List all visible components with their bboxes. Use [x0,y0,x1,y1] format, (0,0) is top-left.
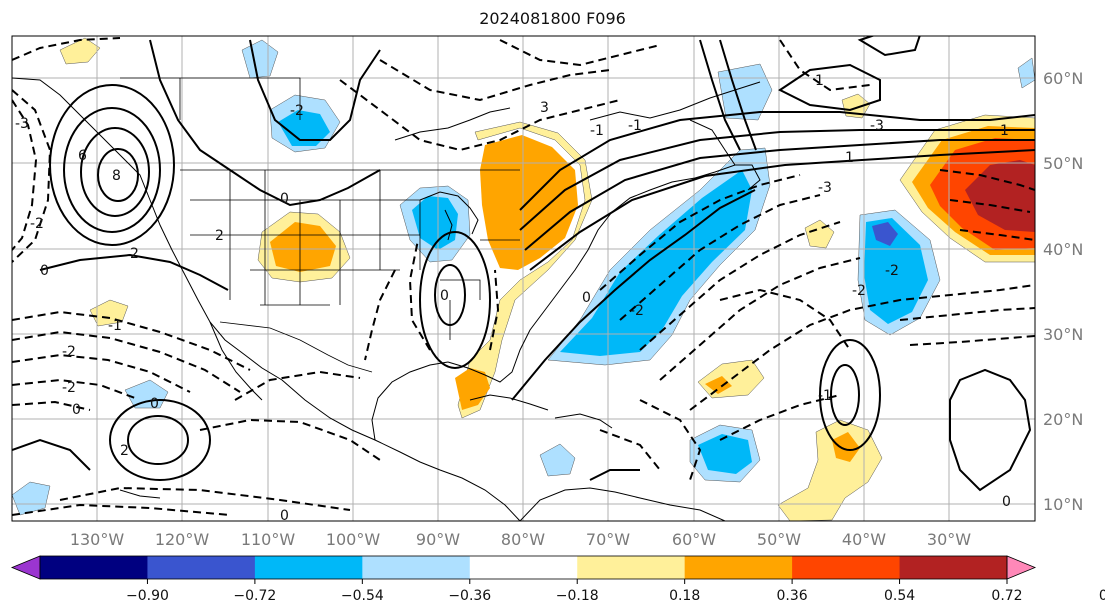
lat-tick-label: 10°N [1043,495,1083,514]
contour-label: -3 [15,116,29,132]
field-orange-gulf [455,368,490,410]
contour-label: -2 [30,216,44,232]
colorbar-tick-label: 0.90 [1099,588,1105,604]
field-blue-nw-canada [278,110,330,146]
colorbar-frame [39,555,1008,580]
contour-label: 3 [540,100,549,116]
shaded-fields [12,37,1035,521]
field-cold-ne-corner [1017,57,1035,89]
field-orange-patch-5 [705,376,732,394]
colorbar-bin [362,556,471,579]
lon-tick-label: 90°W [416,530,460,549]
lon-tick-labels: 130°W 120°W 110°W 100°W 90°W 80°W 70°W 6… [70,530,971,549]
colorbar-bin [792,556,901,579]
field-cold-caribbean-2 [539,443,576,477]
lon-tick-label: 110°W [241,530,296,549]
field-blue-great-lakes [412,196,458,250]
field-blue-central-atlantic [864,218,928,324]
contour-label: 6 [78,148,87,164]
contour-label: -1 [590,123,604,139]
lon-tick-label: 70°W [586,530,630,549]
lon-tick-label: 50°W [757,530,801,549]
colorbar-tick-label: −0.36 [448,588,491,604]
contour-label: 0 [280,191,289,207]
colorbar-tick-label: 0.54 [884,588,915,604]
field-orange-great-lakes [480,135,578,270]
contour-label: 0 [150,396,159,412]
contour-label: 0 [72,402,81,418]
colorbar-bin [254,556,363,579]
colorbar-extend-low [10,555,41,580]
lat-tick-label: 60°N [1043,69,1083,88]
lon-tick-label: 30°W [927,530,971,549]
chart-title: 2024081800 F096 [479,9,626,28]
colorbar-tick-label: 0.18 [669,588,700,604]
colorbar-extend-high [1006,555,1037,580]
contour-label: -1 [818,388,832,404]
lat-tick-label: 20°N [1043,410,1083,429]
contour-label: -1 [628,118,642,134]
contour-label: 1 [815,73,824,89]
colorbar-bin [147,556,256,579]
contour-label: 0 [280,508,289,524]
graticule [12,36,1035,521]
contour-label: -3 [870,118,884,134]
contour-label: 0 [40,263,49,279]
contour-label: 0 [440,288,449,304]
contour-label: 2 [120,443,129,459]
colorbar-bin [469,556,578,579]
contours-dashed [12,37,1035,516]
field-darkred-ne-atlantic [965,160,1035,232]
political-borders [120,77,520,373]
coastlines [12,77,761,521]
colorbar-bin [577,556,686,579]
contours-solid [12,36,1035,492]
contour-label: -2 [852,283,866,299]
contour-label: -2 [62,380,76,396]
contour-label: -2 [630,303,644,319]
contour-label: 2 [130,246,139,262]
colorbar-tick-label: −0.18 [556,588,599,604]
contour-label: -1 [108,318,122,334]
contour-label: -2 [62,344,76,360]
contour-label: 8 [112,168,121,184]
colorbar-bin [899,556,1008,579]
contour-label: 1 [845,150,854,166]
colorbar-tick-label: 0.72 [991,588,1022,604]
lon-tick-label: 40°W [842,530,886,549]
field-navy-central-atlantic [872,222,898,246]
colorbar-tick-label: −0.72 [233,588,276,604]
contour-label: 2 [215,228,224,244]
contour-labels: 0 -2 -3 2 6 8 3 -1 1 -3 0 2 -2 -2 0 -1 0… [15,73,1011,524]
colorbar-bin [684,556,793,579]
lat-tick-label: 40°N [1043,240,1083,259]
lat-tick-labels: 10°N 20°N 30°N 40°N 50°N 60°N [1043,69,1083,514]
colorbar-bin [40,556,148,579]
contour-label: -3 [818,180,832,196]
lon-tick-label: 120°W [155,530,210,549]
colorbar-tick-label: −0.90 [126,588,169,604]
lon-tick-label: 60°W [672,530,716,549]
lat-tick-label: 50°N [1043,154,1083,173]
contour-label: 0 [1002,494,1011,510]
lat-tick-label: 30°N [1043,325,1083,344]
contour-label: -2 [885,263,899,279]
map-layers: 0 -2 -3 2 6 8 3 -1 1 -3 0 2 -2 -2 0 -1 0… [12,36,1035,524]
contour-label: -2 [290,103,304,119]
map-frame [11,35,1036,522]
contour-label: 0 [582,290,591,306]
field-cold-sw [12,481,51,516]
colorbar-tick-label: −0.54 [341,588,384,604]
field-orange-rockies [270,222,336,272]
colorbar: −0.90 −0.72 −0.54 −0.36 −0.18 0.18 0.36 0.54 0.7… [10,555,1105,604]
colorbar-tick-label: 0.36 [777,588,808,604]
lon-tick-label: 80°W [501,530,545,549]
field-orange-tropical [832,432,860,462]
lon-tick-label: 100°W [326,530,381,549]
contour-label: 1 [1000,123,1009,139]
field-blue-caribbean [698,434,752,474]
lon-tick-label: 130°W [70,530,125,549]
